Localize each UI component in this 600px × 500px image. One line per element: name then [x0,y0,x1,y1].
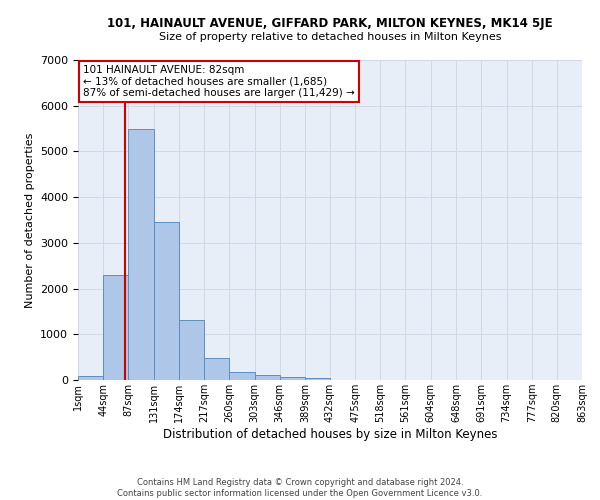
Bar [154,222,179,380]
Text: Contains HM Land Registry data © Crown copyright and database right 2024.
Contai: Contains HM Land Registry data © Crown c… [118,478,482,498]
Bar [305,378,330,380]
Bar [78,376,103,380]
Text: 101, HAINAULT AVENUE, GIFFARD PARK, MILTON KEYNES, MK14 5JE: 101, HAINAULT AVENUE, GIFFARD PARK, MILT… [107,18,553,30]
Bar [204,358,229,380]
Text: Size of property relative to detached houses in Milton Keynes: Size of property relative to detached ho… [159,32,501,42]
X-axis label: Distribution of detached houses by size in Milton Keynes: Distribution of detached houses by size … [163,428,497,441]
Bar [128,130,154,380]
Bar [280,377,305,380]
Y-axis label: Number of detached properties: Number of detached properties [25,132,35,308]
Text: 101 HAINAULT AVENUE: 82sqm
← 13% of detached houses are smaller (1,685)
87% of s: 101 HAINAULT AVENUE: 82sqm ← 13% of deta… [83,65,355,98]
Bar [103,275,128,380]
Bar [229,372,254,380]
Bar [254,375,280,380]
Bar [179,320,204,380]
